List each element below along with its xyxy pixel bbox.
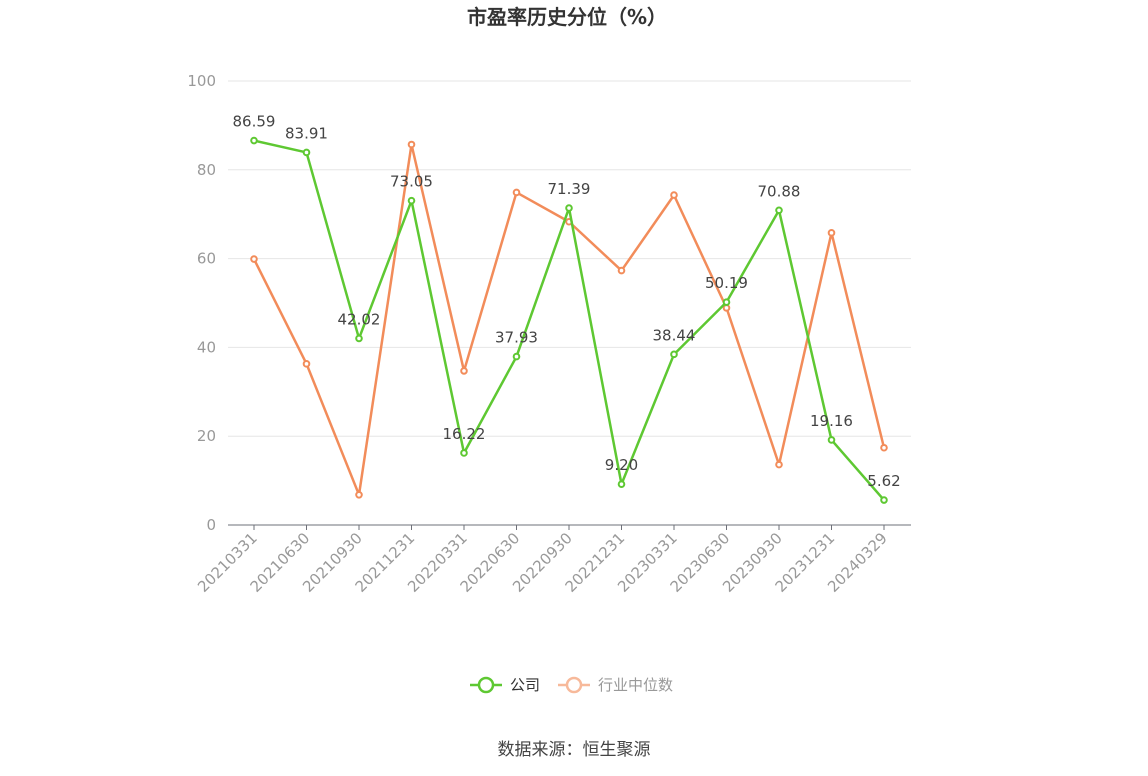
company-point: [355, 334, 363, 343]
data-label: 86.59: [233, 113, 276, 131]
data-label: 19.16: [810, 412, 853, 430]
company-point: [775, 206, 783, 215]
data-label: 73.05: [390, 173, 433, 191]
y-tick-label: 60: [197, 250, 216, 268]
industry-point: [512, 188, 521, 197]
company-point: [617, 480, 626, 488]
data-label: 83.91: [285, 124, 328, 142]
industry-point: [250, 255, 258, 263]
industry-point: [880, 443, 888, 452]
company-point: [460, 449, 468, 457]
y-axis: 0 20 40 60 80 100: [187, 72, 216, 534]
company-point: [512, 352, 521, 361]
y-tick-label: 80: [197, 161, 216, 179]
data-label: 50.19: [705, 274, 748, 292]
data-label: 16.22: [443, 425, 486, 443]
industry-point: [670, 191, 678, 199]
grid: [228, 80, 911, 437]
legend: 公司 行业中位数: [470, 676, 673, 694]
company-point: [565, 204, 573, 212]
legend-industry: 行业中位数: [558, 676, 673, 694]
data-label: 9.20: [605, 456, 638, 474]
industry-point: [775, 460, 783, 469]
data-label: 38.44: [653, 326, 696, 344]
industry-point: [302, 360, 311, 368]
y-tick-label: 40: [197, 338, 216, 356]
data-label: 5.62: [867, 472, 900, 490]
company-point: [670, 350, 678, 359]
company-point: [302, 148, 311, 157]
legend-label: 公司: [510, 676, 540, 694]
chart-title: 市盈率历史分位（%）: [467, 5, 667, 29]
series-layer: [250, 136, 888, 504]
y-tick-label: 20: [197, 427, 216, 445]
legend-label: 行业中位数: [598, 676, 673, 694]
legend-marker-icon: [477, 676, 495, 694]
data-label: 37.93: [495, 329, 538, 347]
data-label: 42.02: [338, 310, 381, 328]
company-point: [827, 436, 836, 444]
industry-point: [460, 367, 468, 375]
legend-company: 公司: [470, 676, 540, 694]
legend-marker-icon: [565, 676, 583, 694]
data-labels: 86.59 83.91 42.02 73.05 16.22 37.93 71.39 9.20 3…: [233, 113, 901, 491]
company-point: [407, 196, 416, 205]
industry-point: [407, 140, 416, 149]
industry-point: [355, 491, 363, 499]
industry-point: [617, 266, 626, 275]
x-axis: 2021033120210630202109302021123120220331…: [194, 524, 911, 596]
data-label: 71.39: [548, 180, 591, 198]
data-label: 70.88: [758, 182, 801, 200]
company-point: [880, 496, 888, 504]
company-point: [250, 136, 258, 145]
industry-point: [827, 229, 836, 237]
y-tick-label: 0: [206, 516, 216, 534]
company-point: [722, 298, 731, 306]
source-text: 数据来源：恒生聚源: [498, 740, 651, 760]
y-tick-label: 100: [187, 72, 216, 90]
